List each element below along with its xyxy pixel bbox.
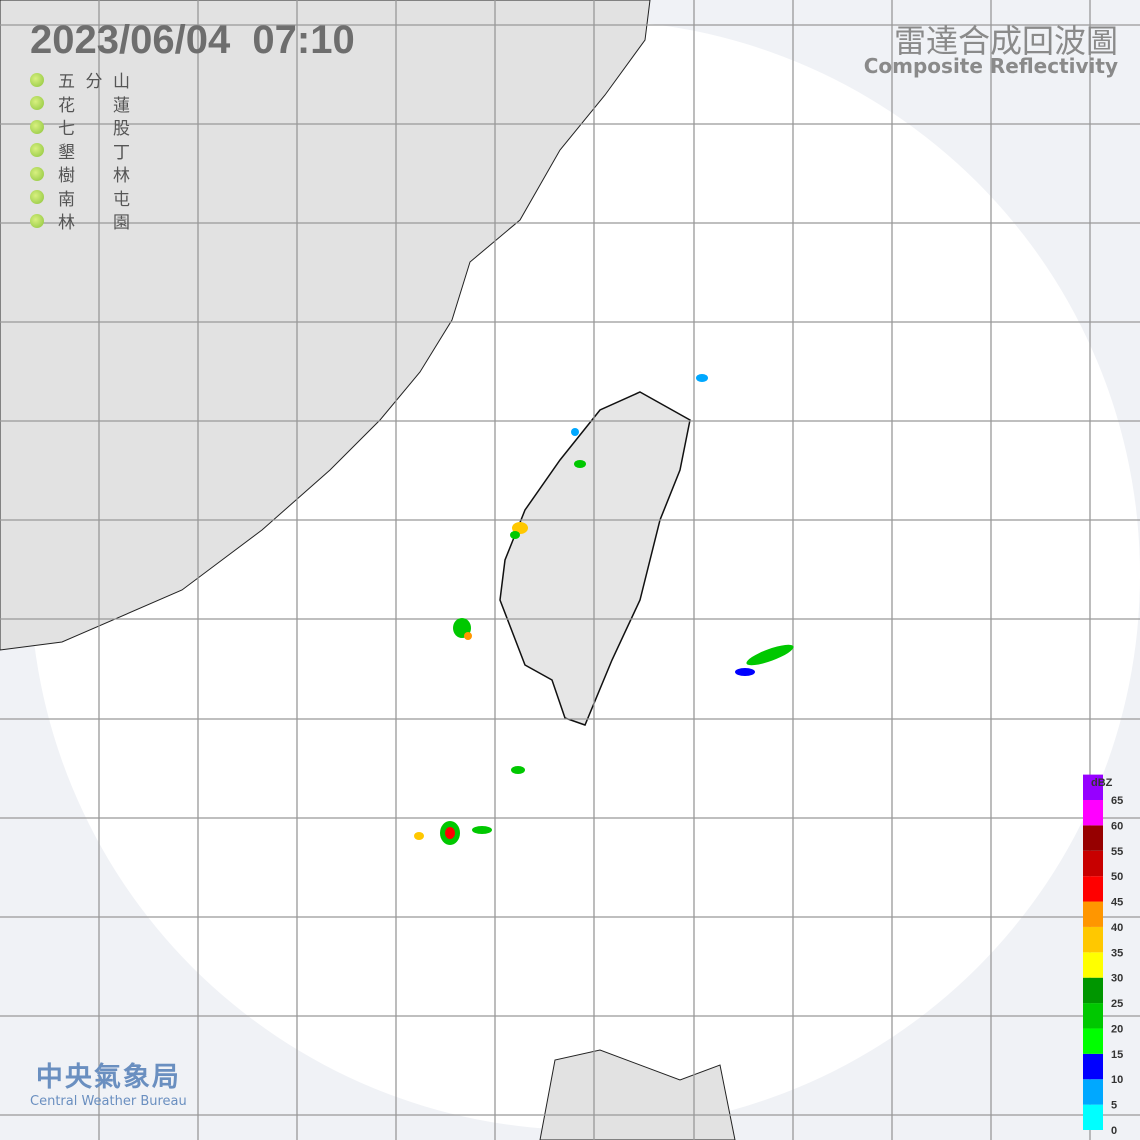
station: 五 分 山	[30, 68, 130, 92]
colorbar-tick-label: 55	[1111, 846, 1123, 858]
colorbar-tick-label: 25	[1111, 998, 1123, 1010]
station-name: 林 園	[58, 213, 130, 234]
colorbar-tick-label: 50	[1111, 871, 1123, 883]
station-name: 花 蓮	[58, 95, 130, 116]
station: 樹 林	[30, 162, 130, 186]
colorbar-segment	[1083, 1104, 1103, 1130]
logo: 中央氣象局 Central Weather Bureau	[30, 1025, 187, 1109]
colorbar-segment	[1083, 1053, 1103, 1080]
station-name: 墾 丁	[58, 142, 130, 163]
station-dot	[30, 72, 44, 87]
colorbar-segment	[1083, 1079, 1103, 1105]
colorbar-segment	[1083, 977, 1103, 1004]
colorbar-tick-label: 60	[1111, 820, 1123, 832]
colorbar-tick-label: 65	[1111, 795, 1123, 807]
station-dot	[30, 213, 44, 228]
logo-name-zh: 中央氣象局	[35, 1062, 181, 1093]
timestamp: 2023/06/04 07:10	[30, 18, 355, 62]
colorbar-unit: dBZ	[1091, 777, 1113, 789]
colorbar-segment	[1083, 825, 1103, 851]
colorbar-tick-label: 45	[1111, 897, 1123, 909]
colorbar-segment	[1083, 876, 1103, 902]
station-dot	[30, 143, 44, 158]
mainland-coast	[0, 0, 651, 651]
station: 南 屯	[30, 186, 130, 210]
station-name: 五 分 山	[58, 72, 130, 93]
colorbar-segment	[1083, 1028, 1103, 1054]
station-dot	[30, 119, 44, 134]
colorbar-segment	[1083, 1003, 1103, 1029]
colorbar-tick-label: 5	[1111, 1100, 1117, 1112]
taiwan	[499, 391, 691, 726]
station: 七 股	[30, 115, 130, 139]
logo-name-en: Central Weather Bureau	[30, 1094, 187, 1109]
colorbar-tick-label: 15	[1111, 1049, 1123, 1061]
colorbar-tick-label: 40	[1111, 922, 1123, 934]
colorbar-segment	[1083, 774, 1103, 800]
station-dot	[30, 166, 44, 181]
colorbar-tick-label: 0	[1111, 1125, 1117, 1137]
station-list: 五 分 山花 蓮七 股墾 丁樹 林南 屯林 園	[30, 68, 130, 233]
station: 墾 丁	[30, 139, 130, 163]
station-name: 南 屯	[58, 189, 130, 210]
colorbar-tick-label: 35	[1111, 947, 1123, 959]
station-name: 七 股	[58, 119, 130, 140]
colorbar-tick-label: 30	[1111, 973, 1123, 985]
colorbar-tick-label: 20	[1111, 1023, 1123, 1035]
station-dot	[30, 96, 44, 111]
colorbar-segment	[1083, 952, 1103, 978]
luzon	[539, 1049, 736, 1140]
station: 林 園	[30, 209, 130, 233]
station-dot	[30, 190, 44, 205]
colorbar-tick-label: 10	[1111, 1074, 1123, 1086]
echoes	[414, 374, 794, 845]
colorbar-segment	[1083, 800, 1103, 826]
colorbar-segment	[1083, 901, 1103, 927]
title-zh: 雷達合成回波圖	[893, 22, 1118, 60]
colorbar-segment	[1083, 850, 1103, 877]
station-name: 樹 林	[58, 166, 130, 187]
colorbar-segment	[1083, 926, 1103, 953]
station: 花 蓮	[30, 92, 130, 116]
title-en: Composite Reflectivity	[863, 54, 1118, 78]
